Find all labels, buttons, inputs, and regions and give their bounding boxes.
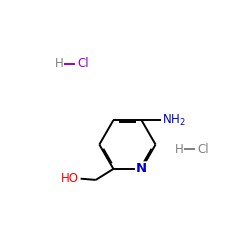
Text: H: H [55, 58, 64, 70]
Text: NH$_2$: NH$_2$ [162, 113, 186, 128]
Text: Cl: Cl [197, 143, 209, 156]
Text: N: N [136, 162, 147, 175]
Text: HO: HO [61, 172, 79, 185]
Text: H: H [175, 143, 184, 156]
Text: Cl: Cl [77, 58, 89, 70]
